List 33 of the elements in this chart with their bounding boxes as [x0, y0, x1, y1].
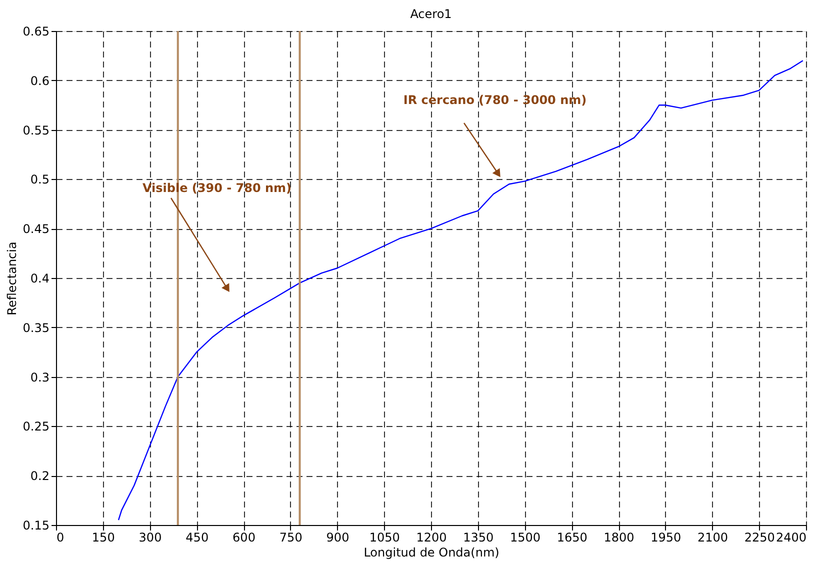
chart-title: Acero1 [410, 7, 452, 21]
y-tick-label: 0.25 [22, 420, 50, 434]
x-tick-label: 2250 [744, 530, 775, 544]
x-tick-label: 0 [56, 530, 64, 544]
x-tick-label: 2100 [697, 530, 728, 544]
x-tick-label: 2400 [776, 530, 806, 544]
x-tick-label: 1950 [650, 530, 682, 544]
y-tick-label: 0.45 [22, 222, 50, 236]
y-tick-label: 0.4 [30, 272, 50, 286]
annotation: IR cercano (780 - 3000 nm) [403, 93, 587, 107]
x-tick-label: 900 [326, 530, 350, 544]
line-series [118, 60, 804, 521]
x-tick-label: 1800 [604, 530, 634, 544]
y-tick-label: 0.3 [30, 370, 50, 384]
y-tick-label: 0.55 [22, 123, 50, 138]
y-tick-label: 0.2 [30, 469, 50, 484]
x-tick-label: 1650 [556, 530, 588, 544]
x-tick-label: 1350 [463, 530, 494, 544]
x-tick-label: 750 [279, 530, 302, 544]
x-tick-label: 1050 [369, 530, 400, 544]
y-tick-label: 0.5 [30, 172, 50, 187]
x-axis-title: Longitud de Onda(nm) [364, 546, 500, 560]
y-tick-label: 0.65 [22, 24, 50, 38]
y-tick-label: 0.15 [22, 518, 50, 532]
y-tick-label: 0.35 [22, 320, 50, 335]
x-tick-label: 450 [186, 530, 209, 544]
y-tick-label: 0.6 [30, 74, 50, 88]
x-tick-label: 600 [232, 530, 256, 544]
x-tick-label: 1500 [510, 530, 541, 544]
x-tick-label: 1200 [416, 530, 447, 544]
x-tick-label: 150 [92, 530, 115, 544]
y-axis-title: Reflectancia [4, 242, 19, 316]
x-tick-label: 300 [138, 530, 162, 544]
